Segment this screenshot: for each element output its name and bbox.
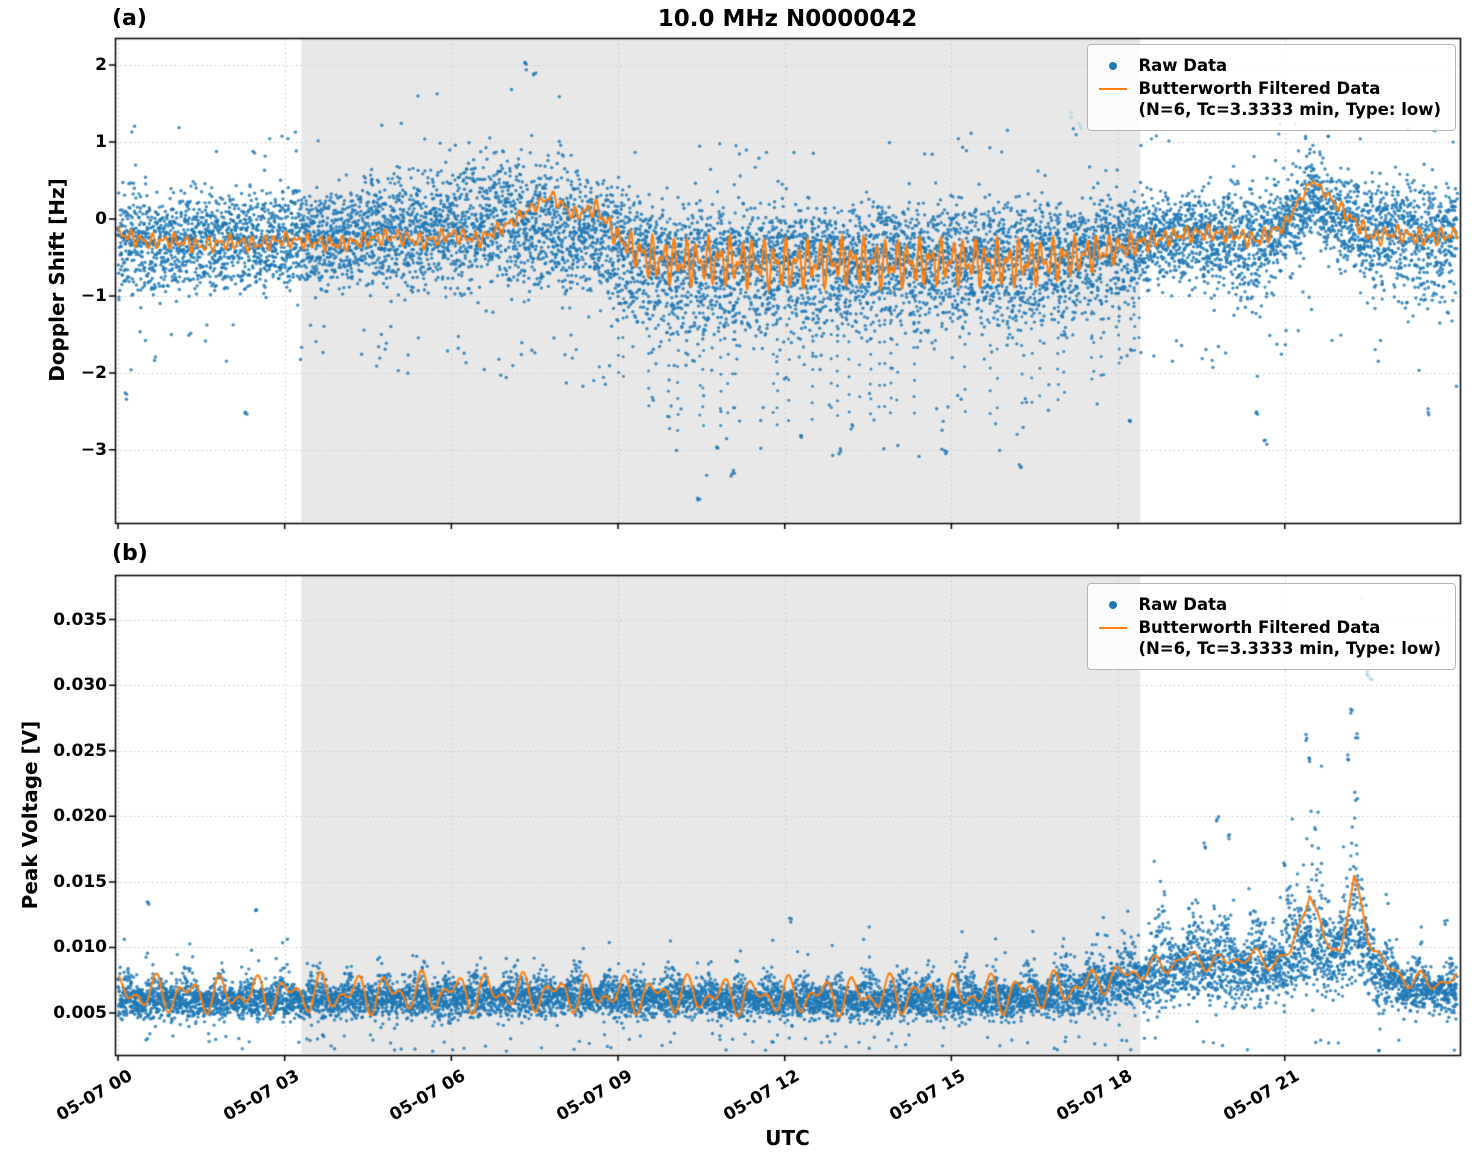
filtered-line-marker-icon [1099, 88, 1128, 90]
y-axis-label-voltage: Peak Voltage [V] [18, 720, 42, 910]
legend-entry-filtered: Butterworth Filtered Data (N=6, Tc=3.333… [1096, 78, 1441, 120]
legend-panel-b: Raw Data Butterworth Filtered Data (N=6,… [1087, 583, 1456, 670]
y-tick-label: 0.005 [53, 1003, 107, 1024]
y-tick-label: 2 [95, 54, 107, 75]
raw-data-marker-icon [1109, 601, 1118, 609]
legend-panel-a: Raw Data Butterworth Filtered Data (N=6,… [1087, 44, 1456, 131]
y-tick-label: −3 [80, 439, 107, 460]
legend-entry-raw: Raw Data [1096, 594, 1441, 615]
legend-label-raw: Raw Data [1138, 595, 1228, 614]
y-tick-label: 0 [95, 208, 107, 229]
y-tick-label: 0.025 [53, 740, 107, 761]
raw-data-marker-icon [1109, 62, 1118, 70]
y-tick-label: 0.020 [53, 806, 107, 827]
y-tick-label: 0.035 [53, 609, 107, 630]
x-axis-label: UTC [765, 1126, 810, 1150]
figure-title: 10.0 MHz N0000042 [657, 6, 918, 32]
legend-label-filtered-line1: Butterworth Filtered Data [1138, 618, 1381, 637]
y-tick-label: 0.015 [53, 871, 107, 892]
y-tick-label: 0.010 [53, 937, 107, 958]
y-tick-label: 1 [95, 131, 107, 152]
y-tick-label: −2 [80, 362, 107, 383]
legend-label-filtered-line2: (N=6, Tc=3.3333 min, Type: low) [1138, 639, 1441, 658]
panel-a-label: (a) [112, 6, 147, 31]
panel-b-label: (b) [112, 541, 148, 566]
legend-label-filtered-line2: (N=6, Tc=3.3333 min, Type: low) [1138, 100, 1441, 119]
filtered-line-marker-icon [1099, 627, 1128, 629]
y-axis-label-doppler: Doppler Shift [Hz] [45, 178, 69, 382]
legend-entry-raw: Raw Data [1096, 55, 1441, 76]
y-tick-label: −1 [80, 285, 107, 306]
legend-label-filtered-line1: Butterworth Filtered Data [1138, 79, 1381, 98]
y-tick-label: 0.030 [53, 675, 107, 696]
legend-entry-filtered: Butterworth Filtered Data (N=6, Tc=3.333… [1096, 617, 1441, 659]
legend-label-raw: Raw Data [1138, 56, 1228, 75]
